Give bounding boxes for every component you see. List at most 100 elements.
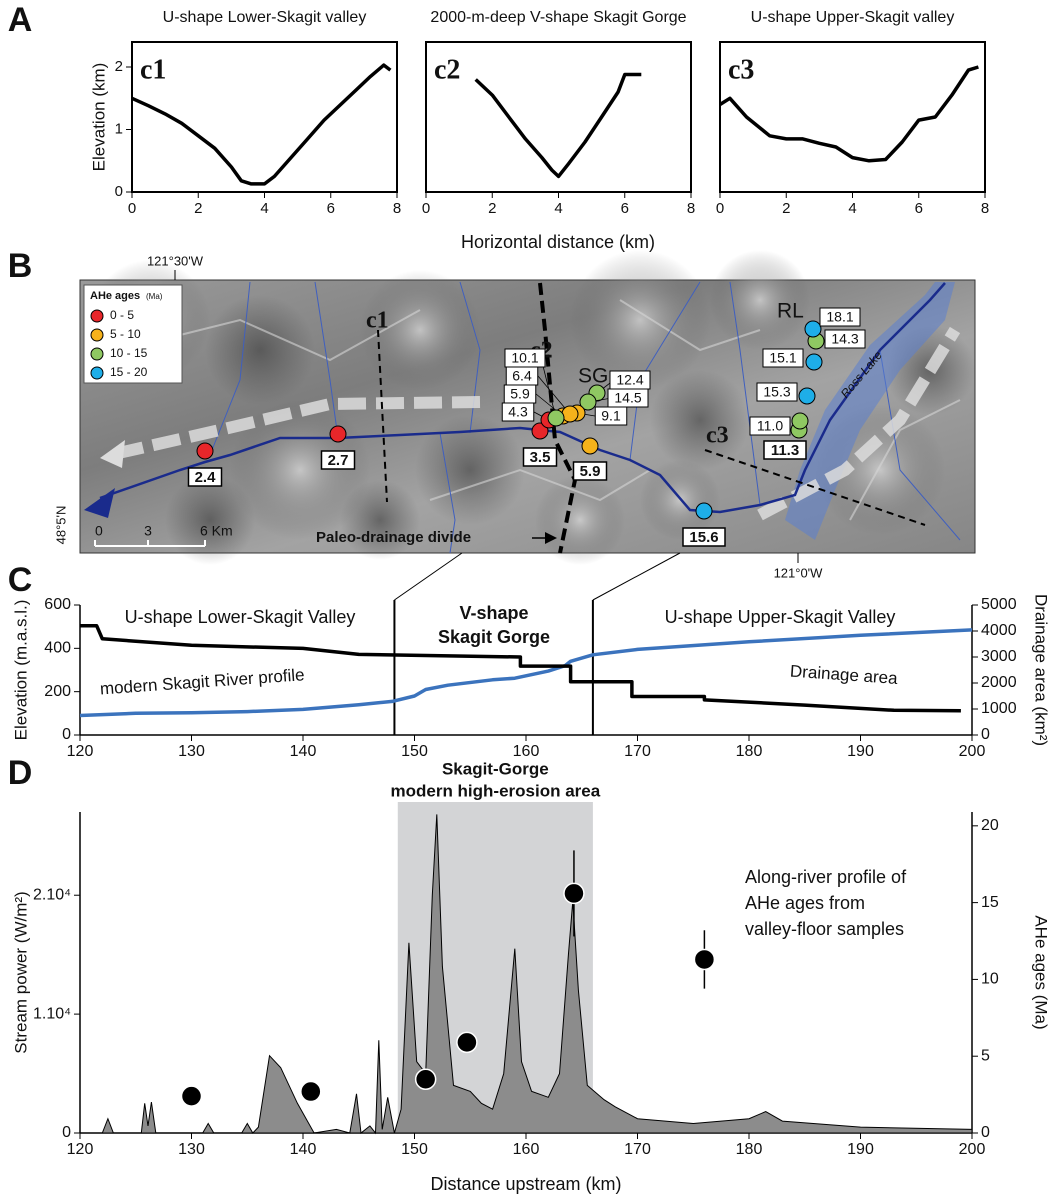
sample-label: 14.5 (614, 390, 641, 406)
y2-tick-label: 3000 (981, 648, 1017, 665)
x-tick-label: 120 (67, 1141, 94, 1158)
y-tick-label: 200 (44, 683, 71, 700)
site-label: SG (578, 365, 608, 388)
scale-label: 3 (144, 523, 152, 539)
x-tick-label: 150 (401, 1141, 428, 1158)
x-tick-label: 120 (67, 743, 94, 760)
y2-tick-label: 0 (981, 726, 990, 743)
relief (360, 270, 480, 390)
relief (570, 250, 710, 390)
connector (394, 552, 463, 601)
sample-dot (798, 387, 816, 405)
tributary (439, 432, 456, 554)
coordinate-label: 121°30'W (147, 253, 204, 268)
x-tick-label: 6 (327, 200, 335, 217)
relief (205, 295, 315, 405)
x-tick-label: 0 (422, 200, 430, 217)
x-tick-label: 130 (178, 1141, 205, 1158)
legend-label: 10 - 15 (110, 346, 148, 360)
x-tick-label: 4 (848, 200, 856, 217)
sample-label-box (187, 467, 223, 487)
legend-swatch (90, 347, 104, 361)
legend-swatch (90, 309, 104, 323)
ridge (849, 399, 961, 521)
sample-label-box (763, 440, 807, 460)
sample-dot (791, 412, 809, 430)
sample-label: 5.9 (580, 463, 601, 480)
x-tick-label: 170 (624, 1141, 651, 1158)
sample-label-box (762, 348, 804, 368)
chart-title: 2000-m-deep V-shape Skagit Gorge (430, 9, 686, 26)
x-tick-label: 4 (554, 200, 562, 217)
y2-axis-label: AHe ages (Ma) (1032, 915, 1051, 1029)
ridge (429, 468, 651, 502)
y-axis-label: Elevation (m.a.s.l.) (11, 600, 30, 741)
sample-label-box (682, 527, 726, 547)
x-tick-label: 2 (488, 200, 496, 217)
line (719, 65, 979, 163)
x-tick-label: 150 (401, 743, 428, 760)
panel-label: C (8, 561, 33, 599)
sample-label: 4.3 (508, 404, 528, 420)
sample-dot (804, 320, 822, 338)
connector (592, 552, 681, 601)
x-tick-label: 200 (959, 743, 986, 760)
relief (340, 480, 420, 560)
y-tick-label: 0 (62, 1124, 71, 1141)
plot-frame (719, 41, 986, 193)
x-tick-label: 170 (624, 743, 651, 760)
x-tick-label: 130 (178, 743, 205, 760)
x-tick-label: 6 (915, 200, 923, 217)
tributary (209, 281, 251, 456)
y-tick-label: 400 (44, 640, 71, 657)
data-point (563, 882, 585, 905)
sample-label-box (819, 307, 861, 327)
y-axis-label: Stream power (W/m²) (11, 891, 30, 1053)
y2-tick-label: 10 (981, 971, 999, 988)
paleo-drainage (757, 326, 961, 521)
river (99, 282, 946, 514)
sample-dot (695, 502, 713, 520)
sample-label: 10.1 (511, 350, 538, 366)
line (80, 624, 961, 713)
annotation: valley-floor samples (745, 919, 904, 939)
x-tick-label: 160 (513, 743, 540, 760)
relief (165, 475, 255, 565)
x-tick-label: 2 (194, 200, 202, 217)
section-label: c1 (140, 54, 166, 85)
sample-dot (561, 405, 579, 423)
x-tick-label: 140 (290, 1141, 317, 1158)
chart-title: U-shape Lower-Skagit valley (163, 9, 367, 26)
leader-line (540, 357, 557, 419)
sample-label-box (749, 416, 791, 436)
panel-label: B (8, 247, 33, 285)
paleo-arrow-head (100, 440, 125, 468)
legend-title: AHe ages (90, 290, 140, 302)
sample-label-box (504, 348, 546, 368)
sample-label: 11.3 (771, 442, 799, 459)
x-tick-label: 160 (513, 1141, 540, 1158)
sample-label-box (594, 406, 628, 426)
data-point (180, 1085, 203, 1107)
scale-label: 0 (95, 523, 103, 539)
x-tick-label: 6 (621, 200, 629, 217)
y2-tick-label: 2000 (981, 674, 1017, 691)
y2-tick-label: 4000 (981, 622, 1017, 639)
tributary (879, 349, 961, 541)
legend-swatch (90, 366, 104, 380)
x-tick-label: 200 (959, 1141, 986, 1158)
x-tick-label: 190 (847, 1141, 874, 1158)
relief (650, 370, 750, 470)
sample-label: 12.4 (616, 372, 643, 388)
x-tick-label: 140 (290, 743, 317, 760)
y2-axis-label: Drainage area (km²) (1032, 594, 1051, 746)
data-point (456, 1031, 478, 1054)
annotation: Along-river profile of (745, 867, 907, 887)
sample-label: 15.6 (689, 529, 718, 546)
section-label: c2 (434, 54, 460, 85)
region-label: V-shape (459, 603, 528, 623)
x-axis-label: Distance upstream (km) (430, 1174, 621, 1194)
x-axis-label: Horizontal distance (km) (461, 232, 655, 252)
scale-label: 6 Km (200, 523, 233, 539)
